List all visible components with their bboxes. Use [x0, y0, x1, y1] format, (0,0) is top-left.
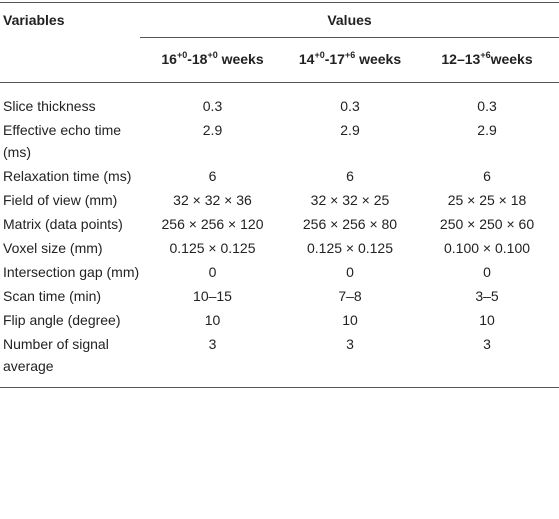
value-cell: 2.9 [477, 122, 497, 138]
variable-cell: Effective echo time (ms) [3, 122, 122, 160]
values-header: Values [140, 2, 559, 38]
column-header: 14+0-17+6 weeks [285, 37, 415, 83]
value-cell: 0.125 × 0.125 [306, 240, 394, 256]
value-cell: 0 [483, 264, 491, 280]
value-cell: 256 × 256 × 80 [302, 216, 398, 232]
variable-cell: Flip angle (degree) [3, 312, 121, 328]
variable-cell: Matrix (data points) [3, 216, 123, 232]
value-cell: 6 [346, 168, 354, 184]
parameters-table: Variables Values 16+0-18+0 weeks 14+0-17+… [0, 2, 559, 388]
value-cell: 0.125 × 0.125 [169, 240, 256, 256]
table-row: Matrix (data points) 256 × 256 × 120 256 ×… [0, 212, 559, 236]
table-row: Intersection gap (mm) 0 0 0 [0, 260, 559, 284]
value-cell: 32 × 32 × 25 [310, 192, 390, 208]
value-cell: 25 × 25 × 18 [447, 192, 527, 208]
value-cell: 250 × 250 × 60 [439, 216, 535, 232]
table-row: Effective echo time (ms) 2.9 2.9 2.9 [0, 118, 559, 164]
table-row: Slice thickness 0.3 0.3 0.3 [0, 83, 559, 119]
header-text: 16 [161, 51, 177, 67]
table-row: Scan time (min) 10–15 7–8 3–5 [0, 284, 559, 308]
value-cell: 3 [285, 332, 415, 388]
value-cell: 3 [415, 332, 559, 388]
header-text: -18 [187, 51, 208, 67]
value-cell: 32 × 32 × 36 [173, 192, 252, 208]
value-cell: 10 [204, 312, 221, 328]
superscript: +0 [207, 50, 218, 60]
value-cell: 256 × 256 × 120 [161, 216, 264, 232]
value-cell: 0.3 [202, 98, 223, 114]
value-cell: 10 [479, 312, 495, 328]
variable-cell: Intersection gap (mm) [3, 264, 140, 280]
header-text: weeks [217, 51, 264, 67]
value-cell: 3–5 [475, 288, 499, 304]
table-row: Relaxation time (ms) 6 6 6 [0, 164, 559, 188]
table-row: Field of view (mm) 32 × 32 × 36 32 × 32 × … [0, 188, 559, 212]
superscript: +0 [176, 50, 188, 60]
value-cell: 0.3 [477, 98, 497, 114]
superscript: +0 [314, 50, 325, 60]
table-row: Number of signal average 3 3 3 [0, 332, 559, 388]
value-cell: 0 [208, 264, 217, 280]
variable-cell: Voxel size (mm) [3, 240, 103, 256]
value-cell: 7–8 [338, 288, 362, 304]
table-body: Slice thickness 0.3 0.3 0.3 Effective echo t… [0, 83, 559, 388]
variable-cell: Number of signal average [0, 332, 140, 388]
value-cell: 10 [342, 312, 358, 328]
header-text: 14 [298, 51, 315, 67]
header-text: weeks [490, 51, 533, 67]
subheader-row: 16+0-18+0 weeks 14+0-17+6 weeks 12–13+6wee… [0, 37, 559, 83]
table-row: Voxel size (mm) 0.125 × 0.125 0.125 × 0.12… [0, 236, 559, 260]
table-row: Flip angle (degree) 10 10 10 [0, 308, 559, 332]
superscript: +6 [480, 50, 491, 60]
header-text: -17 [324, 51, 345, 67]
value-cell: 0 [346, 264, 354, 280]
header-row: Variables Values [0, 2, 559, 83]
value-cell: 6 [208, 168, 217, 184]
column-header: 12–13+6weeks [415, 37, 559, 83]
value-cell: 0.100 × 0.100 [444, 240, 531, 256]
header-text: 12–13 [441, 51, 481, 67]
value-cell: 3 [140, 332, 285, 388]
header-text: weeks [355, 51, 402, 67]
variable-cell: Field of view (mm) [3, 192, 118, 208]
value-cell: 2.9 [340, 122, 360, 138]
value-cell: 0.3 [340, 98, 360, 114]
variables-header: Variables [0, 2, 140, 83]
value-cell: 6 [483, 168, 491, 184]
superscript: +6 [344, 50, 356, 60]
variable-cell: Relaxation time (ms) [3, 168, 132, 184]
variable-cell: Slice thickness [3, 98, 96, 114]
variable-cell: Scan time (min) [3, 288, 102, 304]
value-cell: 10–15 [193, 288, 232, 304]
column-header: 16+0-18+0 weeks [140, 37, 285, 83]
value-cell: 2.9 [202, 122, 223, 138]
